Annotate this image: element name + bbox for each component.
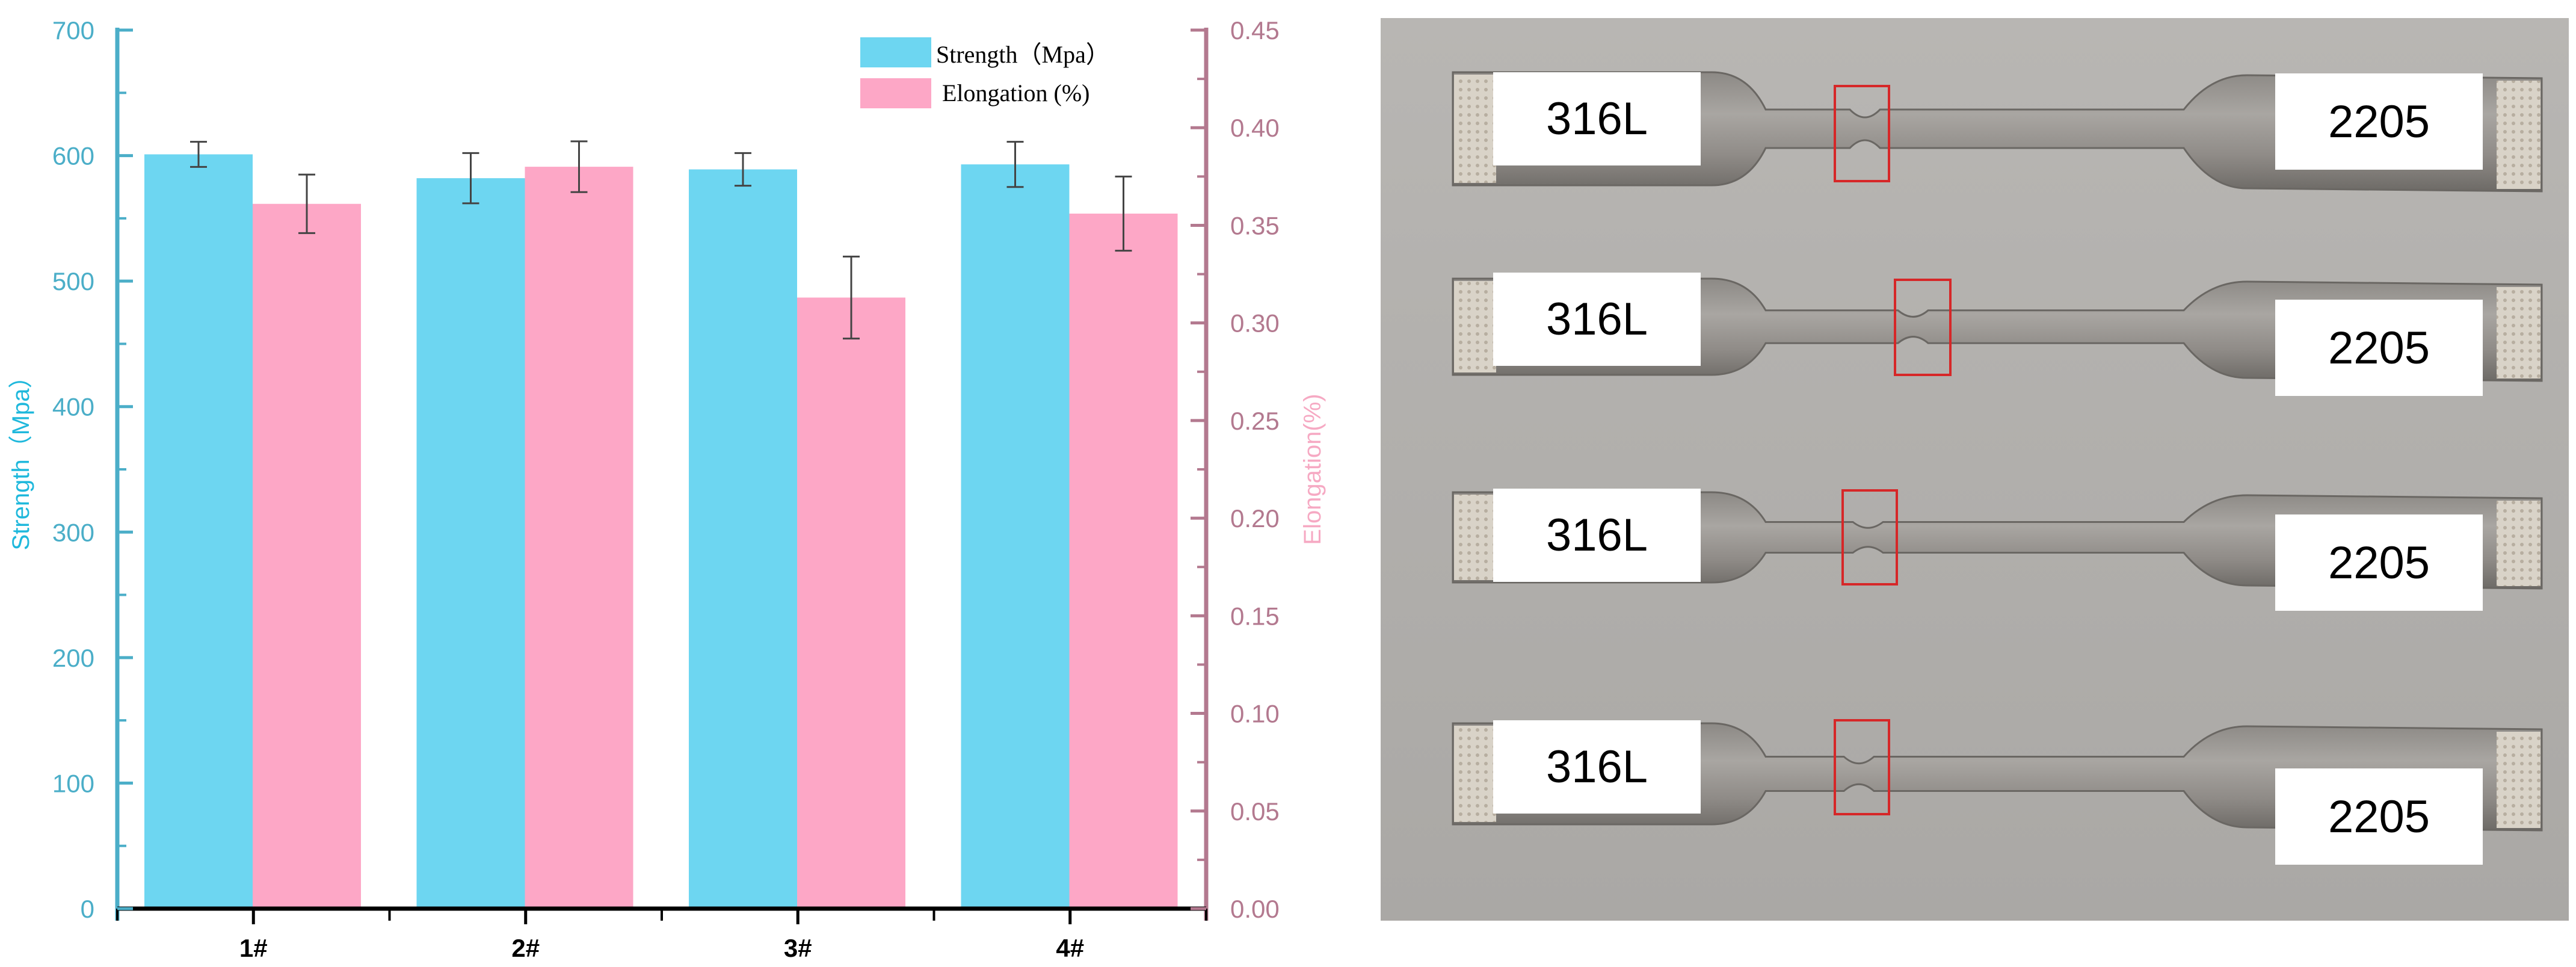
y2-tick-label: 0.40 bbox=[1230, 114, 1280, 142]
x-tick-label-2: 2# bbox=[511, 934, 540, 962]
specimen-3-left-label: 316L bbox=[1493, 489, 1701, 582]
fracture-highlight-box bbox=[1841, 489, 1898, 585]
y-tick-label: 100 bbox=[52, 769, 94, 797]
y2-tick-label: 0.10 bbox=[1230, 700, 1280, 728]
bar-elongation-4 bbox=[1069, 213, 1178, 909]
specimen-3 bbox=[1452, 489, 2543, 590]
specimen-body bbox=[1452, 722, 2543, 832]
bar-strength-3 bbox=[689, 169, 797, 909]
specimen-body bbox=[1452, 71, 2543, 193]
y-tick-label: 200 bbox=[52, 644, 94, 672]
error-bar-group bbox=[190, 140, 1132, 340]
fracture-highlight-box bbox=[1834, 719, 1890, 815]
right-grip-knurl bbox=[2497, 81, 2541, 189]
y2-tick-label: 0.20 bbox=[1230, 504, 1280, 533]
error-bar-strength-1 bbox=[190, 141, 207, 168]
y2-axis-title: Elongation(%) bbox=[1299, 394, 1326, 545]
specimen-2-right-label: 2205 bbox=[2275, 300, 2483, 396]
y-tick-label: 700 bbox=[52, 16, 94, 45]
right-grip-knurl bbox=[2497, 501, 2541, 586]
legend: Strength（Mpa） Elongation (%) bbox=[860, 37, 1110, 108]
error-bar-elongation-1 bbox=[298, 173, 315, 234]
x-tick-label-1: 1# bbox=[239, 934, 268, 962]
bar-group bbox=[144, 154, 1178, 909]
x-tick-label-4: 4# bbox=[1056, 934, 1084, 962]
bar-strength-4 bbox=[961, 164, 1070, 909]
y-axis-title: Strength（Mpa） bbox=[8, 364, 34, 550]
error-bar-strength-4 bbox=[1006, 141, 1024, 188]
specimen-1-right-label: 2205 bbox=[2275, 73, 2483, 170]
specimen-4-right-label: 2205 bbox=[2275, 768, 2483, 865]
error-bar-strength-3 bbox=[735, 152, 751, 187]
legend-label-strength: Strength（Mpa） bbox=[936, 41, 1110, 68]
error-bar-elongation-3 bbox=[843, 255, 860, 340]
specimen-2 bbox=[1452, 277, 2543, 382]
bar-strength-2 bbox=[416, 178, 525, 909]
bar-elongation-3 bbox=[797, 297, 905, 909]
specimen-3-right-label: 2205 bbox=[2275, 514, 2483, 611]
y2-tick-label: 0.05 bbox=[1230, 797, 1280, 826]
error-bar-elongation-2 bbox=[570, 140, 588, 193]
y-tick-label: 0 bbox=[81, 895, 94, 923]
ticks: 1# 2# 3# 4# 0 100 200 300 400 500 600 700 0.00 0.05 0.… bbox=[52, 16, 1280, 962]
specimen-4 bbox=[1452, 719, 2543, 832]
bar-strength-1 bbox=[144, 154, 253, 909]
specimen-4-left-label: 316L bbox=[1493, 720, 1701, 814]
y-tick-label: 500 bbox=[52, 267, 94, 295]
y2-tick-label: 0.35 bbox=[1230, 211, 1280, 239]
y-tick-label: 300 bbox=[52, 518, 94, 546]
specimen-1 bbox=[1452, 71, 2543, 193]
y2-tick-label: 0.00 bbox=[1230, 895, 1280, 923]
error-bar-strength-2 bbox=[462, 152, 479, 205]
y-tick-label: 600 bbox=[52, 142, 94, 170]
legend-label-elongation: Elongation (%) bbox=[942, 79, 1090, 107]
y2-tick-label: 0.30 bbox=[1230, 309, 1280, 338]
y2-tick-label: 0.25 bbox=[1230, 407, 1280, 435]
left-grip-knurl bbox=[1454, 281, 1496, 372]
bar-elongation-2 bbox=[525, 167, 633, 909]
y-tick-label: 400 bbox=[52, 393, 94, 421]
left-grip-knurl bbox=[1454, 495, 1496, 580]
specimen-photo-drawing bbox=[1452, 71, 2543, 832]
y2-tick-label: 0.45 bbox=[1230, 16, 1280, 45]
legend-swatch-elongation bbox=[860, 78, 931, 108]
fracture-highlight-box bbox=[1834, 85, 1890, 182]
bar-elongation-1 bbox=[253, 203, 361, 909]
specimen-body bbox=[1452, 277, 2543, 382]
y2-tick-label: 0.15 bbox=[1230, 602, 1280, 630]
tensile-chart: 1# 2# 3# 4# 0 100 200 300 400 500 600 700 0.00 0.05 0.… bbox=[8, 16, 1326, 962]
specimen-photo: 316L 2205 316L 2205 316L 2205 316L 2205 bbox=[1381, 18, 2569, 921]
right-grip-knurl bbox=[2497, 732, 2541, 828]
left-grip-knurl bbox=[1454, 75, 1496, 183]
right-grip-knurl bbox=[2497, 287, 2541, 378]
x-tick-label-3: 3# bbox=[784, 934, 812, 962]
legend-swatch-strength bbox=[860, 37, 931, 67]
fracture-highlight-box bbox=[1894, 279, 1952, 376]
specimen-1-left-label: 316L bbox=[1493, 72, 1701, 165]
error-bar-elongation-4 bbox=[1115, 175, 1132, 252]
specimen-2-left-label: 316L bbox=[1493, 273, 1701, 366]
left-grip-knurl bbox=[1454, 726, 1496, 822]
